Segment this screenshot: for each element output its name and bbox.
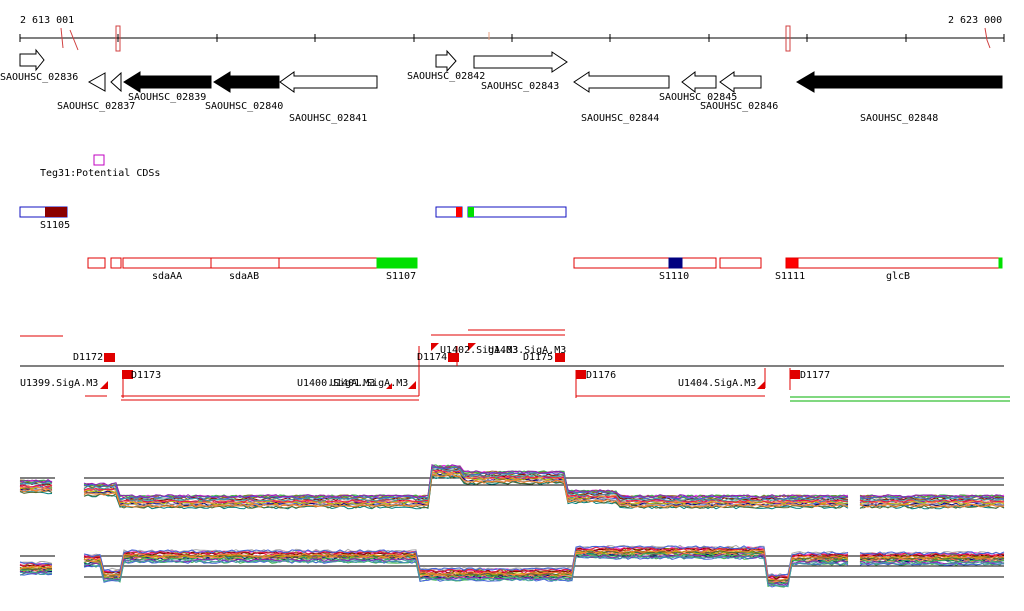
promoter-label: D1173	[131, 370, 161, 381]
tss-marker[interactable]	[448, 353, 459, 362]
operon-label: sdaAA	[152, 271, 182, 282]
promoter-track: D1172 D1173 U1399.SigA.M3 U1400.SigA.M3 …	[20, 329, 1010, 402]
operon-label: sdaAB	[229, 271, 259, 282]
operon-block[interactable]	[122, 257, 418, 269]
gene-label: SAOUHSC_02841	[289, 113, 367, 124]
expression-profile-upper	[19, 463, 1005, 510]
feature-block[interactable]	[467, 206, 567, 218]
promoter-label: U1401.SigA.M3	[330, 378, 408, 389]
operon-block[interactable]	[719, 257, 762, 269]
gene-arrow-SAOUHSC_02846[interactable]	[719, 71, 762, 93]
gene-label: SAOUHSC_02839	[128, 92, 206, 103]
operon-track	[87, 257, 1003, 269]
operon-labels: sdaAA sdaAB S1107 S1110 S1111 glcB	[152, 271, 910, 282]
operon-label: S1110	[659, 271, 689, 282]
feature-label: S1105	[40, 220, 70, 231]
ruler-start-label: 2 613 001	[20, 15, 74, 26]
gene-label: SAOUHSC_02842	[407, 71, 485, 82]
promoter-label: D1176	[586, 370, 616, 381]
teg31-track: Teg31:Potential CDSs	[40, 154, 160, 179]
gene-label: SAOUHSC_02843	[481, 81, 559, 92]
operon-block[interactable]	[87, 257, 106, 269]
gene-arrow-SAOUHSC_02841[interactable]	[279, 71, 378, 93]
promoter-label: D1175	[523, 352, 553, 363]
tss-marker[interactable]	[576, 370, 586, 379]
gene-arrow-SAOUHSC_02848[interactable]	[796, 71, 1003, 93]
tss-marker[interactable]	[104, 353, 115, 362]
gene-arrow-SAOUHSC_02845[interactable]	[681, 70, 717, 94]
promoter-label: U1399.SigA.M3	[20, 378, 98, 389]
operon-block[interactable]	[110, 257, 122, 269]
gene-label: SAOUHSC_02837	[57, 101, 135, 112]
gene-label: SAOUHSC_02836	[0, 72, 78, 83]
gene-label: SAOUHSC_02844	[581, 113, 659, 124]
gene-arrow-SAOUHSC_02844[interactable]	[573, 71, 670, 93]
promoter-label: U1403.SigA.M3	[488, 345, 566, 356]
promoter-label: D1172	[73, 352, 103, 363]
gene-arrow-SAOUHSC_02842[interactable]	[435, 49, 457, 73]
gene-track: SAOUHSC_02836 SAOUHSC_02837 SAOUHSC_0283…	[0, 48, 1003, 124]
operon-block[interactable]	[785, 257, 1003, 269]
promoter-label: U1400.SigA.M3	[297, 378, 375, 389]
operon-block[interactable]	[573, 257, 717, 269]
expression-profile-lower	[19, 544, 1005, 588]
operon-label: S1107	[386, 271, 416, 282]
gene-arrow-SAOUHSC_02840[interactable]	[213, 71, 280, 93]
gene-label: SAOUHSC_02845	[659, 92, 737, 103]
promoter-label: U1404.SigA.M3	[678, 378, 756, 389]
tss-marker[interactable]	[122, 370, 133, 379]
gene-label: SAOUHSC_02846	[700, 101, 778, 112]
ruler-end-label: 2 623 000	[948, 15, 1002, 26]
tss-marker[interactable]	[790, 370, 800, 379]
operon-label: S1111	[775, 271, 805, 282]
gene-arrow-SAOUHSC_02843[interactable]	[473, 51, 568, 73]
promoter-label: D1174	[417, 352, 447, 363]
operon-label: glcB	[886, 271, 910, 282]
coordinate-ruler: 2 613 001 2 623 000	[19, 15, 1005, 52]
gene-arrow-SAOUHSC_02836[interactable]	[19, 48, 45, 72]
promoter-label: U1402.SigA.M3	[440, 345, 518, 356]
tss-marker[interactable]	[555, 353, 565, 362]
s-feature-track: S1105	[19, 206, 567, 231]
gene-arrow-SAOUHSC_02837[interactable]	[87, 71, 122, 93]
promoter-label: D1177	[800, 370, 830, 381]
gene-arrow-SAOUHSC_02839[interactable]	[123, 71, 212, 93]
gene-label: SAOUHSC_02840	[205, 101, 283, 112]
potential-cds-box[interactable]	[93, 154, 105, 166]
gene-label: SAOUHSC_02848	[860, 113, 938, 124]
teg31-label: Teg31:Potential CDSs	[40, 168, 160, 179]
